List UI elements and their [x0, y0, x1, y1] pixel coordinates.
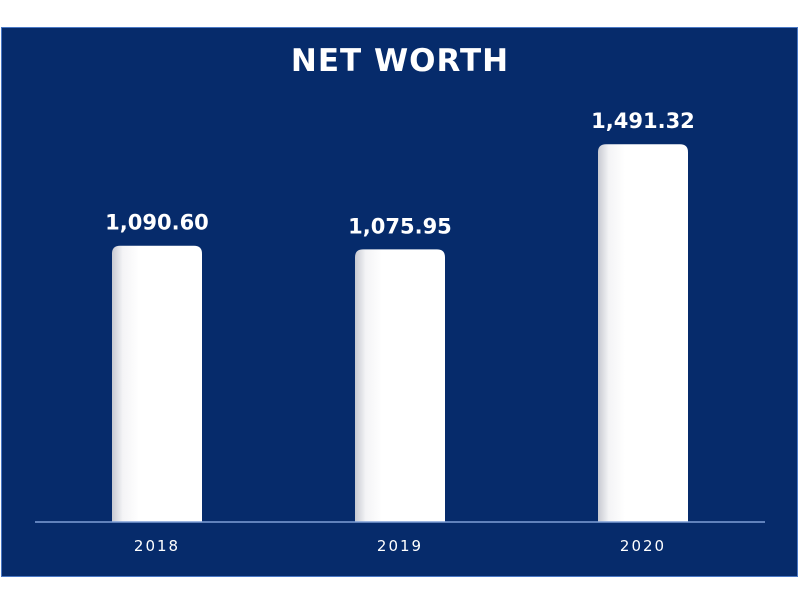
data-label-2019: 1,075.95	[348, 214, 452, 238]
bar-2020	[598, 144, 688, 523]
bar-2018	[112, 245, 202, 522]
bars-group	[112, 144, 688, 523]
x-tick-label-2018: 2018	[134, 537, 180, 555]
x-tick-label-2019: 2019	[377, 537, 423, 555]
labels-group: 1,090.60 2018 1,075.95 2019 1,491.32 2020	[105, 109, 695, 555]
data-label-2018: 1,090.60	[105, 211, 209, 235]
x-tick-label-2020: 2020	[620, 537, 666, 555]
bar-2019	[355, 249, 445, 522]
data-label-2020: 1,491.32	[591, 109, 695, 133]
chart-title: NET WORTH	[290, 43, 510, 79]
